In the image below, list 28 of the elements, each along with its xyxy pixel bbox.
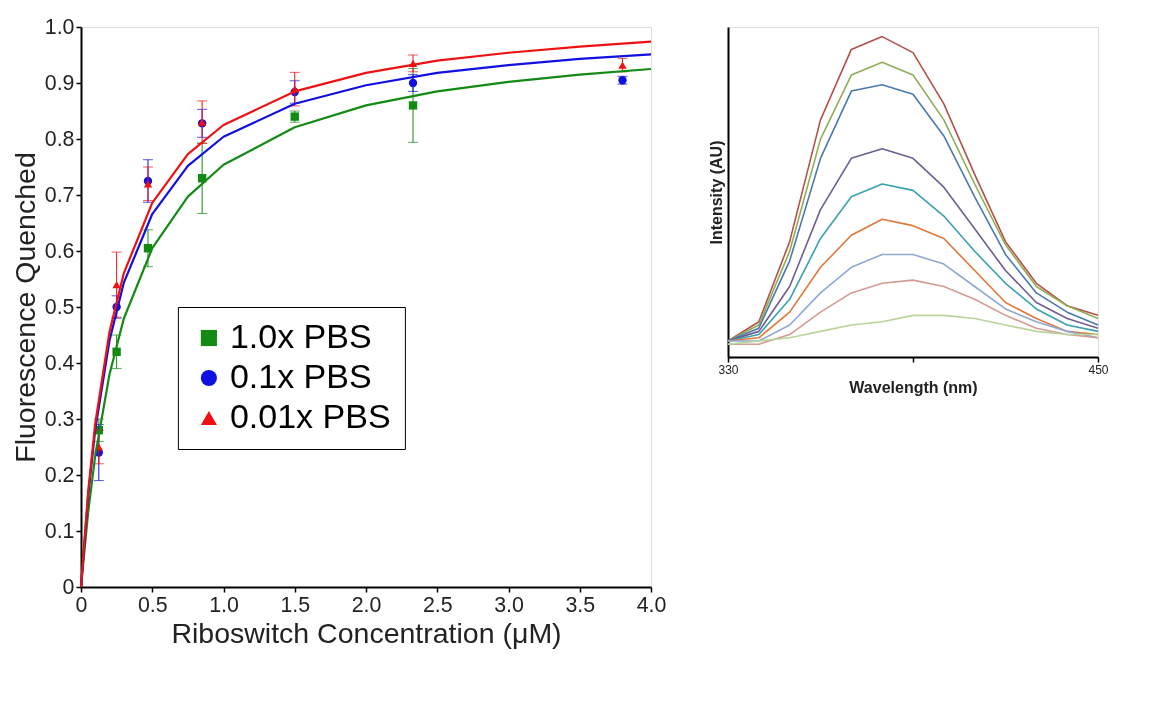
- x-tick-label: 4.0: [636, 592, 667, 617]
- x-tick-label: 3.0: [494, 592, 524, 617]
- y-tick-label: 0.2: [44, 462, 75, 487]
- x-tick-label: 3.5: [565, 592, 596, 617]
- x-tick-label: 1.5: [280, 592, 311, 617]
- y-tick-label: 0.8: [44, 126, 75, 151]
- x-axis-title: Wavelength (nm): [849, 378, 978, 396]
- x-tick-label: 330: [718, 362, 739, 377]
- y-tick-label: 0.7: [44, 182, 75, 207]
- y-tick-label: 0.6: [44, 238, 75, 263]
- legend-label: 0.1x PBS: [229, 357, 372, 395]
- legend-label: 0.01x PBS: [229, 397, 391, 435]
- y-tick-label: 0.9: [44, 70, 75, 95]
- x-tick-label: 1.0: [209, 592, 239, 617]
- y-tick-label: 0.1: [44, 518, 75, 543]
- y-axis-title: Fluorescence Quenched: [8, 152, 41, 463]
- x-axis-title: Riboswitch Concentration (μM): [171, 616, 562, 649]
- y-axis-title: Intensity (AU): [707, 140, 725, 245]
- y-tick-label: 0.5: [44, 294, 75, 319]
- x-tick-label: 450: [1088, 362, 1109, 377]
- y-tick-label: 1.0: [44, 14, 75, 39]
- y-tick-label: 0: [62, 574, 75, 599]
- y-tick-label: 0.4: [44, 350, 75, 375]
- x-tick-label: 2.5: [422, 592, 453, 617]
- y-tick-label: 0.3: [44, 406, 75, 431]
- legend-label: 1.0x PBS: [229, 317, 372, 355]
- x-tick-label: 0.5: [137, 592, 168, 617]
- x-tick-label: 2.0: [351, 592, 382, 617]
